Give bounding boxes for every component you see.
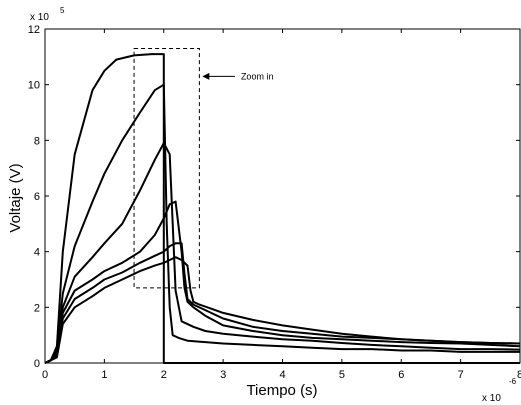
series-line-4 <box>44 200 521 364</box>
y-tick-label: 6 <box>34 191 40 203</box>
x-tick-label: 3 <box>220 369 226 381</box>
x-tick-label: 2 <box>161 369 167 381</box>
x-multiplier: x 10 <box>482 393 501 404</box>
plot-frame <box>44 28 521 364</box>
y-multiplier: x 10 <box>30 12 49 23</box>
y-tick-label: 2 <box>34 302 40 314</box>
y-tick-label: 4 <box>34 247 40 259</box>
x-tick-label: 7 <box>458 369 464 381</box>
series-line-6 <box>44 256 521 364</box>
y-tick-label: 12 <box>28 24 40 36</box>
x-tick-label: 8 <box>517 369 521 381</box>
zoom-label: Zoom in <box>241 71 274 81</box>
series-line-1 <box>44 53 520 364</box>
x-tick-label: 6 <box>398 369 404 381</box>
y-exponent: 5 <box>60 6 65 15</box>
x-tick-label: 0 <box>42 369 48 381</box>
x-exponent: -6 <box>509 377 517 386</box>
y-tick-label: 10 <box>28 80 40 92</box>
zoom-box <box>133 47 200 289</box>
x-tick-label: 5 <box>339 369 345 381</box>
y-axis-label: Voltaje (V) <box>7 163 24 232</box>
zoom-arrow-head <box>202 72 210 80</box>
series-line-2 <box>44 83 520 364</box>
series-line-3 <box>44 142 521 364</box>
series-line-5 <box>44 242 521 364</box>
x-tick-label: 1 <box>101 369 107 381</box>
x-axis-label: Tiempo (s) <box>246 382 317 399</box>
y-tick-label: 8 <box>34 135 40 147</box>
y-tick-label: 0 <box>34 358 40 370</box>
x-tick-label: 4 <box>279 369 285 381</box>
